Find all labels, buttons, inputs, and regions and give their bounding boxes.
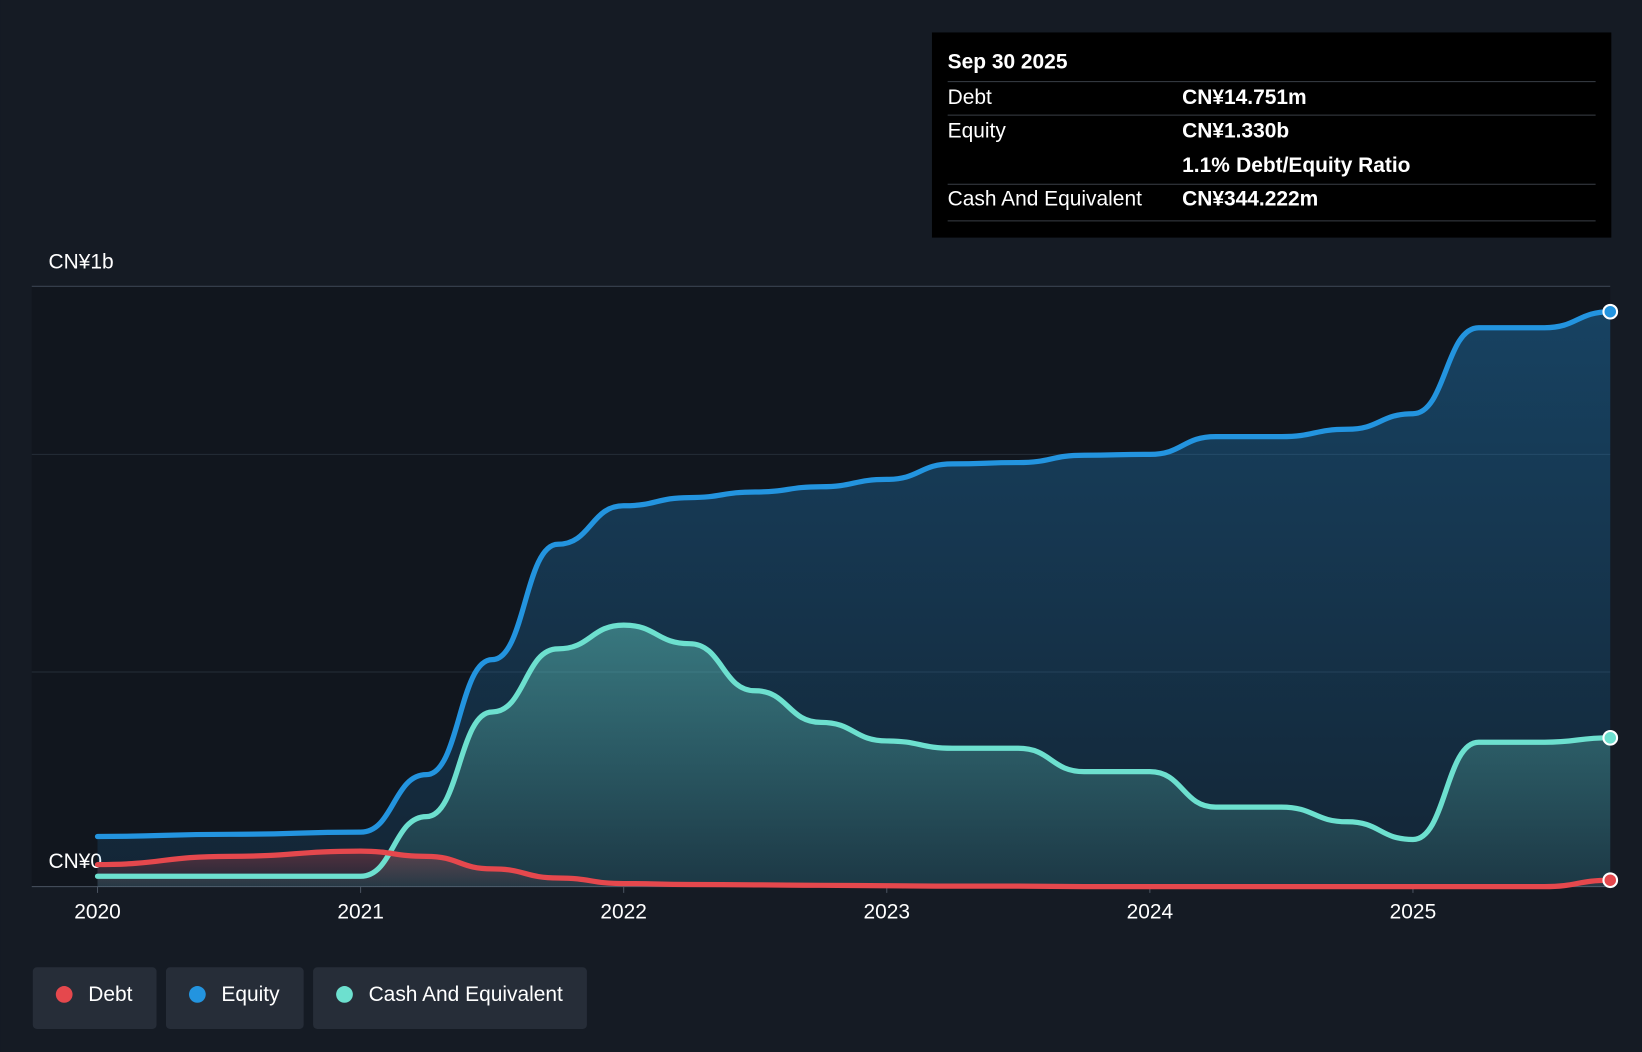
end-marker — [1602, 303, 1619, 320]
tooltip-date: Sep 30 2025 — [948, 50, 1068, 73]
legend: Debt Equity Cash And Equivalent — [32, 967, 587, 1029]
tooltip: Sep 30 2025 Debt CN¥14.751m Equity CN¥1.330b… — [931, 32, 1612, 238]
end-marker — [1602, 729, 1619, 746]
y-tick-label: CN¥1b — [48, 250, 113, 273]
series-area — [97, 851, 1611, 887]
tooltip-value: CN¥14.751m — [1182, 86, 1306, 109]
y-tick-label: CN¥0 — [48, 850, 102, 873]
end-marker — [1602, 872, 1619, 889]
tooltip-label: Equity — [948, 119, 1007, 142]
legend-label: Debt — [88, 983, 132, 1006]
series-line — [94, 622, 1613, 879]
series-area — [97, 625, 1611, 887]
legend-item[interactable]: Equity — [165, 967, 304, 1029]
series-line — [94, 848, 1613, 890]
tooltip-ratio-label: Debt/Equity Ratio — [1236, 154, 1410, 177]
x-tick-label: 2025 — [1390, 900, 1437, 923]
x-tick-label: 2023 — [863, 900, 910, 923]
legend-item[interactable]: Cash And Equivalent — [313, 967, 587, 1029]
tooltip-value: CN¥1.330b — [1182, 119, 1289, 142]
tooltip-label: Cash And Equivalent — [948, 187, 1142, 210]
tooltip-label: Debt — [948, 86, 992, 109]
legend-item[interactable]: Debt — [32, 967, 157, 1029]
tooltip-value: CN¥344.222m — [1182, 187, 1318, 210]
legend-swatch — [188, 986, 206, 1003]
legend-swatch — [336, 986, 353, 1003]
x-tick-label: 2024 — [1127, 900, 1174, 923]
legend-button — [32, 967, 157, 1029]
series-line — [94, 309, 1613, 840]
x-tick-label: 2022 — [600, 900, 647, 923]
legend-swatch — [55, 986, 73, 1003]
x-tick-label: 2020 — [74, 900, 121, 923]
tooltip-ratio: 1.1% — [1182, 154, 1230, 177]
legend-label: Cash And Equivalent — [369, 983, 563, 1006]
x-tick-label: 2021 — [337, 900, 384, 923]
legend-button — [165, 967, 304, 1029]
tooltip-box — [931, 32, 1612, 238]
plot: CN¥0 CN¥1b 2020 2021 2022 2023 2024 2025 — [31, 250, 1619, 923]
legend-label: Equity — [221, 983, 280, 1006]
legend-button — [313, 967, 587, 1029]
